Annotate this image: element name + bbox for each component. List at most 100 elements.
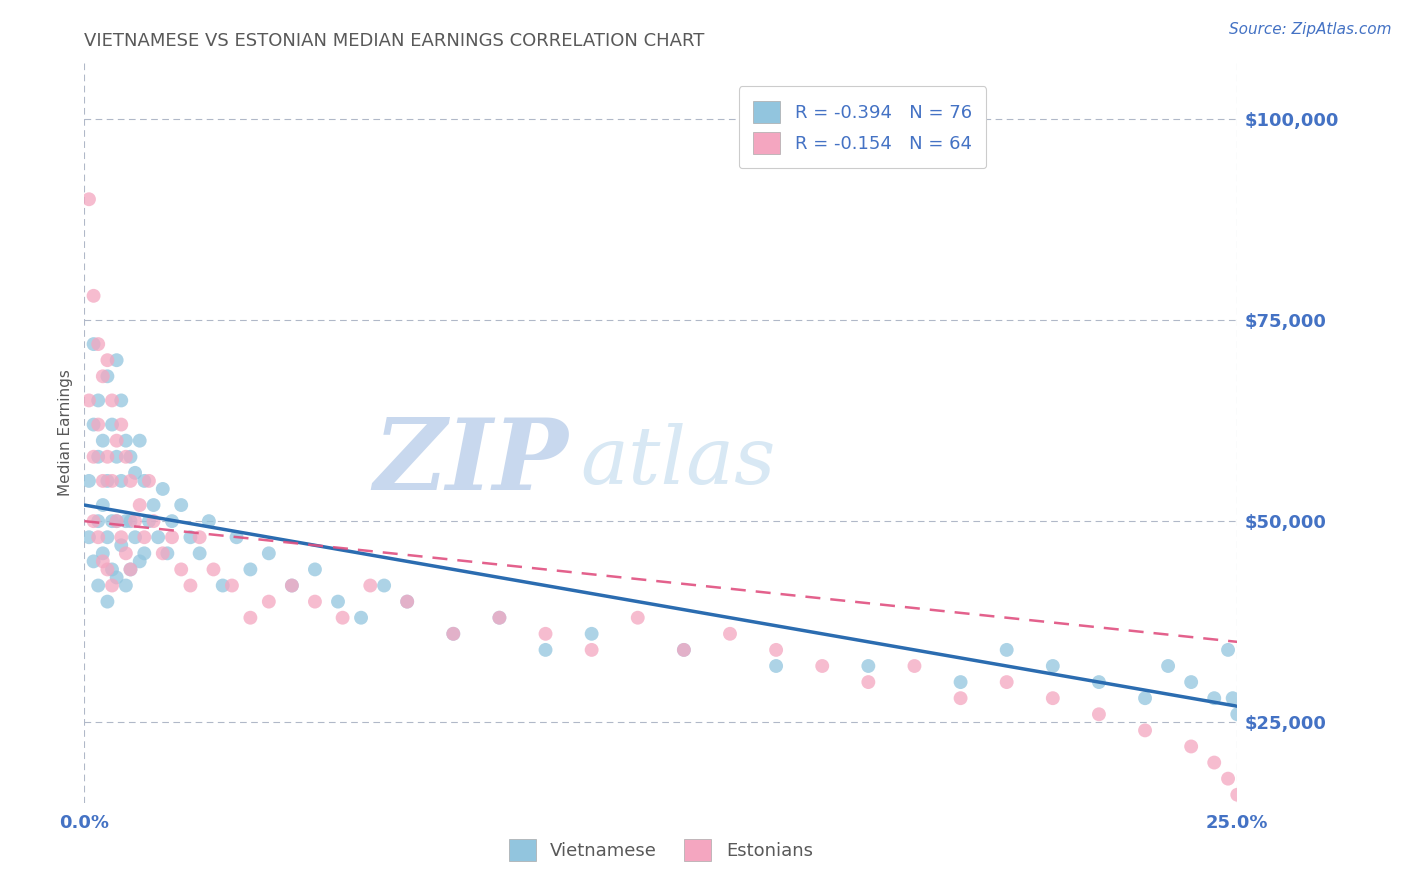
Point [124,466,146,480]
Point [128,554,150,568]
Point [124,514,146,528]
Point [170,562,193,576]
Point [281,578,304,592]
Point [152,546,174,560]
Point [211,578,233,592]
Point [105,353,128,368]
Point [87,337,110,351]
Point [128,434,150,448]
Point [83,337,105,351]
Y-axis label: Median Earnings: Median Earnings [58,369,73,496]
Point [239,610,262,624]
Point [124,530,146,544]
Point [359,578,381,592]
Point [160,530,183,544]
Point [1042,659,1064,673]
Point [138,514,160,528]
Point [91,498,114,512]
Point [128,498,150,512]
Point [87,530,110,544]
Point [1042,691,1064,706]
Point [134,474,156,488]
Point [198,514,221,528]
Point [1133,691,1156,706]
Point [110,538,132,552]
Point [105,514,128,528]
Point [120,450,142,464]
Legend: Vietnamese, Estonians: Vietnamese, Estonians [502,831,820,868]
Point [1204,691,1226,706]
Point [142,514,165,528]
Point [77,192,100,206]
Point [949,675,972,690]
Point [101,417,124,432]
Point [83,450,105,464]
Point [221,578,243,592]
Point [120,474,142,488]
Point [87,417,110,432]
Point [120,514,142,528]
Point [1180,739,1202,754]
Point [858,675,880,690]
Text: VIETNAMESE VS ESTONIAN MEDIAN EARNINGS CORRELATION CHART: VIETNAMESE VS ESTONIAN MEDIAN EARNINGS C… [84,32,704,50]
Point [96,474,118,488]
Point [257,546,280,560]
Point [995,675,1018,690]
Point [225,530,247,544]
Point [765,659,787,673]
Point [77,474,100,488]
Point [110,530,132,544]
Text: ZIP: ZIP [374,414,568,510]
Point [146,530,169,544]
Point [1226,707,1249,722]
Point [179,578,201,592]
Point [188,546,211,560]
Point [120,562,142,576]
Point [903,659,925,673]
Point [488,610,510,624]
Text: atlas: atlas [581,424,776,501]
Point [160,514,183,528]
Point [110,393,132,408]
Point [995,643,1018,657]
Text: Source: ZipAtlas.com: Source: ZipAtlas.com [1229,22,1392,37]
Point [105,570,128,584]
Point [396,594,419,608]
Point [87,393,110,408]
Point [441,627,464,641]
Point [441,627,464,641]
Point [101,474,124,488]
Point [115,434,138,448]
Point [1088,707,1111,722]
Point [488,610,510,624]
Point [91,546,114,560]
Point [115,546,138,560]
Point [110,417,132,432]
Point [332,610,354,624]
Point [120,562,142,576]
Point [188,530,211,544]
Point [138,474,160,488]
Point [83,514,105,528]
Point [115,578,138,592]
Point [1226,788,1249,802]
Point [396,594,419,608]
Point [87,514,110,528]
Point [1157,659,1180,673]
Point [949,691,972,706]
Point [96,353,118,368]
Point [152,482,174,496]
Point [105,434,128,448]
Point [581,627,603,641]
Point [105,514,128,528]
Point [179,530,201,544]
Point [627,610,650,624]
Point [304,594,326,608]
Point [1204,756,1226,770]
Point [101,514,124,528]
Point [115,514,138,528]
Point [811,659,834,673]
Point [373,578,395,592]
Point [202,562,225,576]
Point [858,659,880,673]
